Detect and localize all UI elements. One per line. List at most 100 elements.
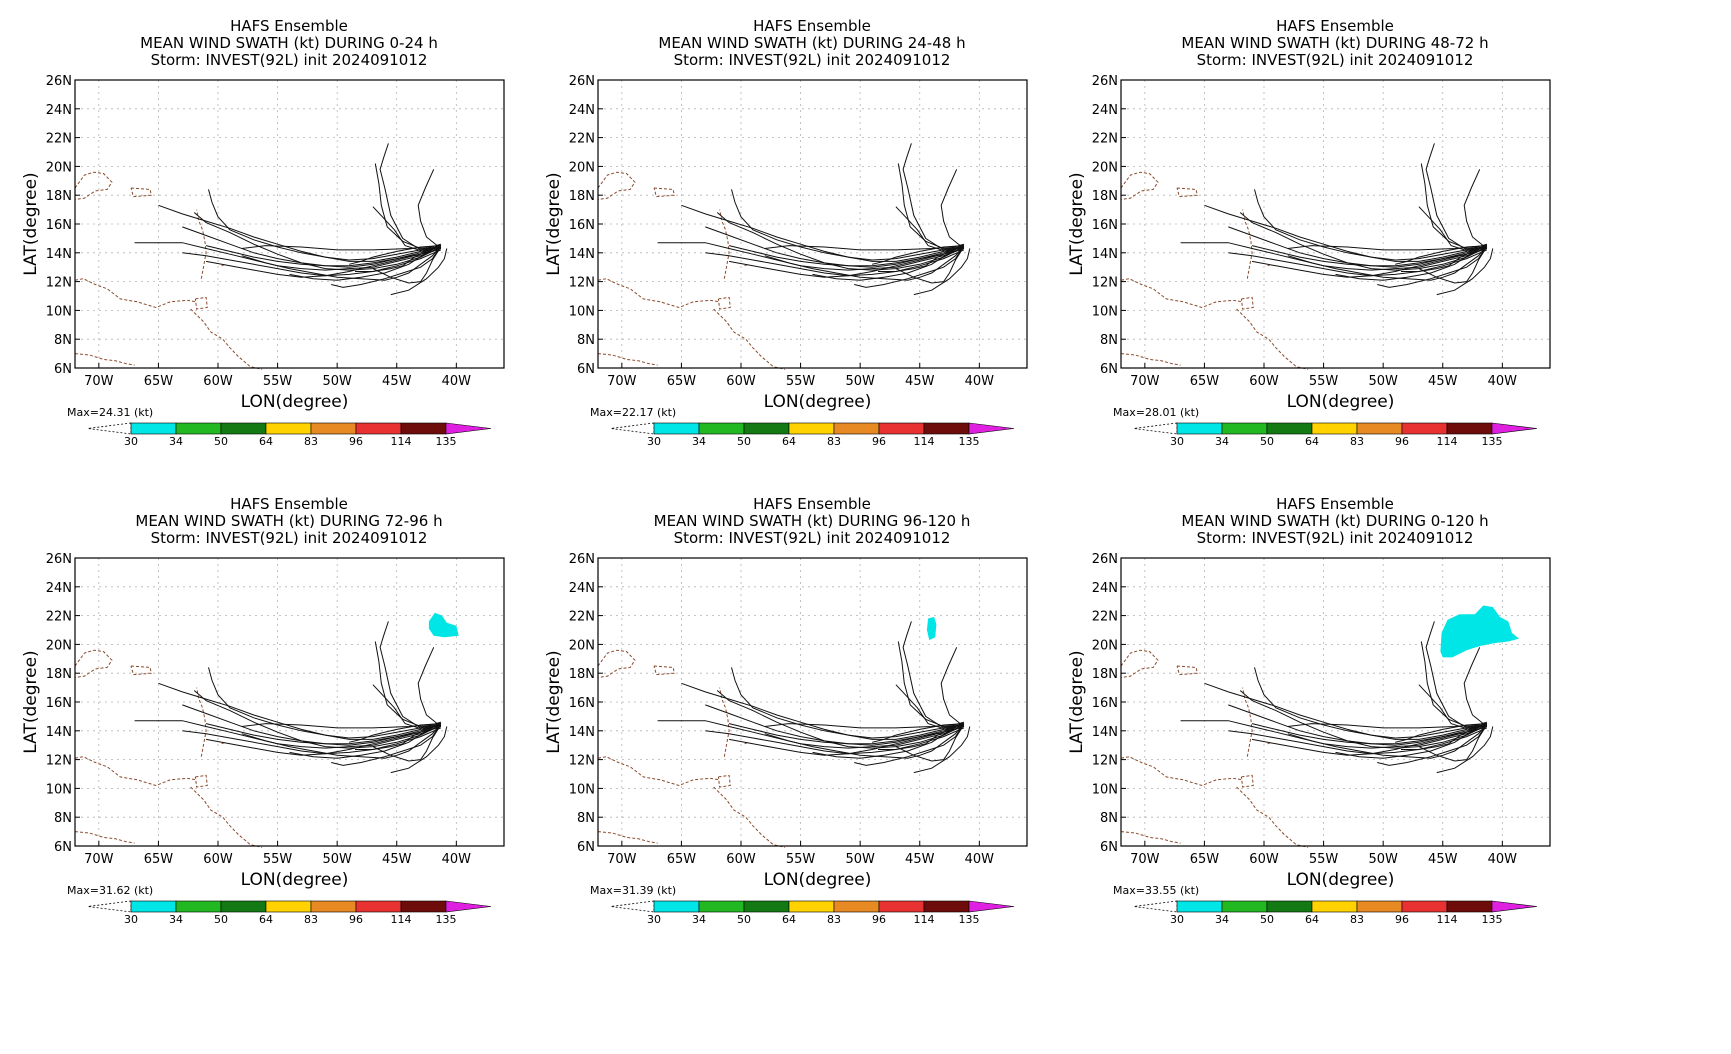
y-axis-label: LAT(degree): [544, 650, 564, 753]
ensemble-tracks: [134, 621, 448, 774]
ensemble-track: [764, 723, 964, 729]
ensemble-track: [355, 246, 441, 272]
coastline: [1120, 171, 1159, 200]
ensemble-track: [134, 242, 441, 271]
colorbar: 30 34 50 64 83 96 114 135: [610, 900, 1015, 926]
swath-panel-3: HAFS Ensemble MEAN WIND SWATH (kt) DURING…: [1046, 0, 1623, 527]
colorbar-lower-extension: [87, 900, 132, 913]
colorbar-segment: [130, 422, 177, 435]
y-tick-label: 8N: [1100, 333, 1118, 348]
colorbar-level-label: 50: [737, 435, 751, 448]
coastline: [74, 649, 113, 678]
ensemble-tracks: [1180, 143, 1494, 296]
x-tick-label: 40W: [1488, 374, 1518, 389]
colorbar-segment: [878, 422, 925, 435]
coastline: [196, 209, 207, 279]
x-axis-label: LON(degree): [764, 870, 872, 890]
x-tick-label: 55W: [786, 374, 816, 389]
ensemble-track: [206, 248, 441, 278]
ensemble-track: [913, 726, 971, 774]
y-tick-label: 26N: [46, 552, 72, 567]
colorbar-upper-extension: [1491, 422, 1538, 435]
ensemble-track: [764, 245, 964, 251]
colorbar-segment: [923, 422, 970, 435]
ensemble-track: [205, 245, 441, 267]
ensemble-track: [374, 163, 441, 250]
swath-panel-4: HAFS Ensemble MEAN WIND SWATH (kt) DURING…: [0, 478, 577, 1005]
ensemble-track: [897, 163, 964, 250]
ensemble-track: [681, 204, 964, 262]
swath-panel-6: HAFS Ensemble MEAN WIND SWATH (kt) DURING…: [1046, 478, 1623, 1005]
ensemble-track: [1287, 245, 1487, 251]
coastline: [597, 756, 720, 787]
y-tick-label: 22N: [569, 610, 595, 625]
coastline: [1236, 786, 1309, 848]
ensemble-track: [379, 621, 441, 729]
colorbar-level-label: 30: [124, 435, 138, 448]
ensemble-tracks: [657, 143, 971, 296]
coastlines: [1120, 171, 1309, 370]
ensemble-track: [729, 248, 964, 278]
coastline: [713, 308, 786, 370]
ensemble-track: [134, 720, 441, 749]
x-tick-label: 50W: [845, 852, 875, 867]
colorbar-segment: [1176, 900, 1223, 913]
ensemble-track: [1252, 726, 1487, 756]
panel-storm-line: Storm: INVEST(92L) init 2024091012: [1197, 529, 1474, 547]
ensemble-track: [1254, 189, 1487, 261]
ensemble-track: [1418, 684, 1487, 730]
y-tick-label: 6N: [577, 840, 595, 855]
colorbar-segment: [1446, 900, 1493, 913]
coastline: [719, 209, 730, 279]
colorbar-segment: [1401, 422, 1448, 435]
grid: [1121, 558, 1550, 846]
ensemble-track: [705, 727, 964, 755]
colorbar-segment: [878, 900, 925, 913]
ensemble-track: [1204, 682, 1487, 740]
y-tick-label: 10N: [569, 782, 595, 797]
grid: [1121, 80, 1550, 368]
ensemble-track: [1418, 206, 1487, 252]
colorbar-upper-extension: [445, 422, 492, 435]
ensemble-track: [728, 723, 964, 745]
ensemble-track: [379, 143, 441, 251]
colorbar-level-label: 30: [124, 913, 138, 926]
plot-frame: [74, 79, 505, 369]
ensemble-track: [241, 245, 441, 251]
ensemble-track: [895, 206, 964, 252]
coastline: [190, 786, 263, 848]
panel-subtitle: MEAN WIND SWATH (kt) DURING 96-120 h: [654, 512, 971, 530]
coastline: [597, 171, 636, 200]
ensemble-track: [355, 724, 441, 750]
coastline: [719, 687, 730, 757]
coastline: [1176, 187, 1198, 198]
wind-swath-area: [428, 612, 459, 638]
x-tick-label: 70W: [1130, 374, 1160, 389]
y-tick-label: 16N: [1092, 218, 1118, 233]
ensemble-track: [193, 212, 442, 271]
panel-title: HAFS Ensemble: [753, 17, 871, 35]
colorbar-level-label: 114: [914, 913, 935, 926]
colorbar-segment: [175, 900, 222, 913]
y-tick-label: 8N: [577, 333, 595, 348]
colorbar-segment: [788, 422, 835, 435]
colorbar-segment: [1356, 422, 1403, 435]
x-tick-label: 70W: [1130, 852, 1160, 867]
ensemble-tracks: [134, 143, 448, 296]
coastline: [597, 649, 636, 678]
colorbar-segment: [400, 422, 447, 435]
ensemble-track: [158, 682, 441, 740]
colorbar-segment: [310, 900, 357, 913]
y-tick-label: 18N: [569, 189, 595, 204]
ensemble-track: [729, 726, 964, 756]
y-tick-label: 14N: [1092, 725, 1118, 740]
y-tick-label: 6N: [54, 840, 72, 855]
y-tick-label: 6N: [54, 362, 72, 377]
colorbar-segment: [130, 900, 177, 913]
colorbar: 30 34 50 64 83 96 114 135: [87, 422, 492, 448]
ensemble-track: [1420, 641, 1487, 728]
ensemble-track: [390, 726, 448, 774]
x-tick-label: 40W: [965, 374, 995, 389]
y-tick-label: 16N: [46, 218, 72, 233]
colorbar-level-label: 64: [1305, 913, 1319, 926]
